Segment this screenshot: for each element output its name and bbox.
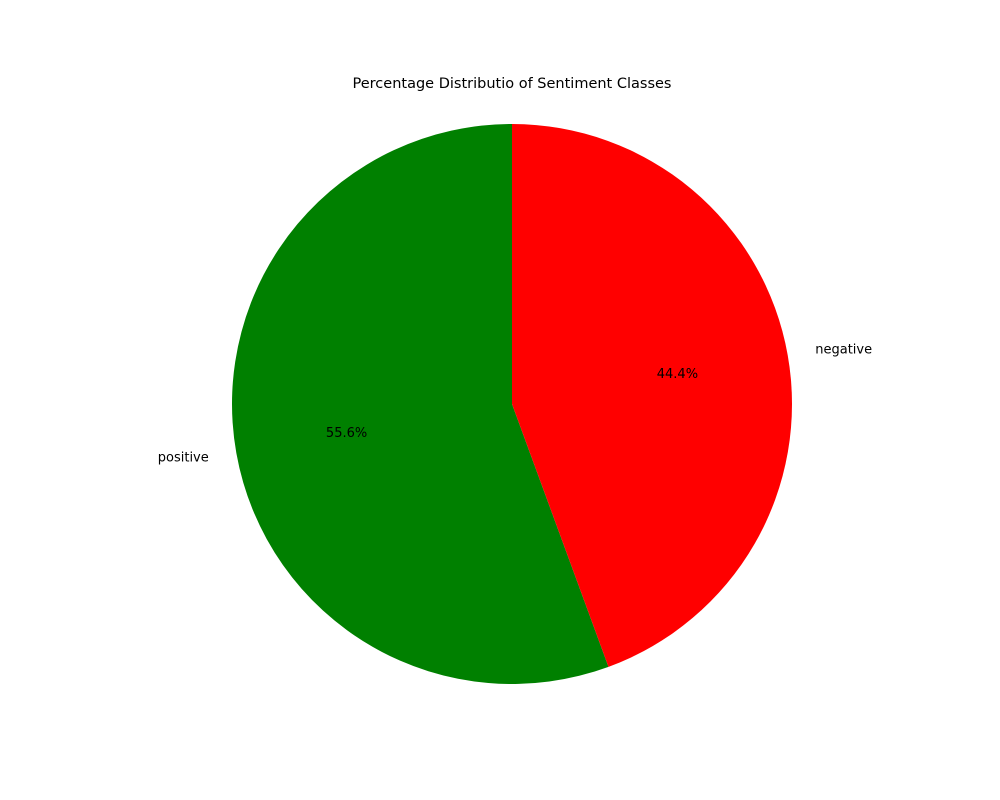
slice-label-negative: negative xyxy=(815,343,872,358)
pie-slices xyxy=(231,124,792,685)
pct-label-positive: 55.6% xyxy=(326,426,367,441)
pct-label-negative: 44.4% xyxy=(657,367,698,382)
slice-label-positive: positive xyxy=(158,450,209,465)
pie-slice-negative xyxy=(512,124,792,667)
pie-slice-positive xyxy=(231,124,609,685)
chart-title: Percentage Distributio of Sentiment Clas… xyxy=(353,76,672,92)
pie-labels: 55.6% positive 44.4% negative xyxy=(158,343,872,466)
